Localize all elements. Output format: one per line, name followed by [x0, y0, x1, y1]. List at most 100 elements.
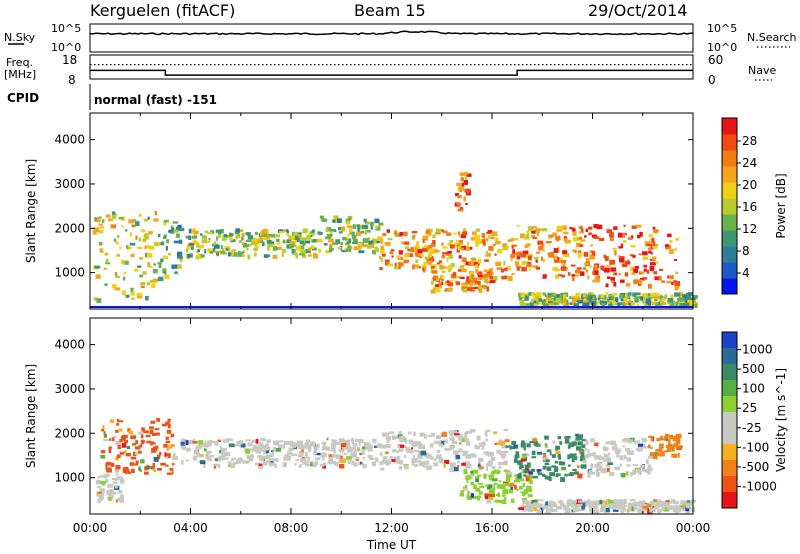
heatmap-cell	[483, 473, 487, 479]
heatmap-cell	[305, 456, 308, 459]
heatmap-cell	[399, 435, 406, 440]
heatmap-cell	[398, 448, 404, 452]
heatmap-cell	[514, 261, 520, 266]
heatmap-cell	[581, 465, 585, 469]
heatmap-cell	[154, 211, 157, 216]
heatmap-cell	[668, 434, 674, 440]
heatmap-cell	[477, 463, 481, 467]
heatmap-cell	[103, 433, 107, 438]
heatmap-cell	[340, 227, 344, 233]
heatmap-cell	[608, 452, 611, 456]
heatmap-cell	[640, 500, 646, 505]
heatmap-cell	[293, 232, 299, 236]
y-axis-label: Slant Range [km]	[24, 364, 38, 468]
heatmap-cell	[556, 445, 561, 450]
heatmap-cell	[215, 236, 218, 241]
heatmap-cell	[383, 459, 390, 462]
heatmap-cell	[381, 253, 386, 257]
heatmap-cell	[455, 193, 459, 197]
heatmap-blob	[497, 224, 586, 282]
heatmap-cell	[577, 434, 583, 438]
heatmap-cell	[463, 196, 467, 202]
heatmap-cell	[158, 233, 161, 238]
heatmap-cell	[104, 283, 108, 286]
heatmap-cell	[559, 441, 563, 445]
heatmap-cell	[214, 441, 219, 446]
heatmap-cell	[119, 438, 123, 443]
heatmap-cell	[362, 456, 366, 460]
heatmap-cell	[286, 239, 292, 244]
heatmap-cell	[482, 447, 485, 450]
heatmap-cell	[429, 258, 435, 262]
heatmap-cell	[556, 257, 560, 262]
heatmap-cell	[661, 298, 666, 301]
heatmap-cell	[449, 244, 455, 249]
heatmap-blob	[459, 468, 533, 505]
heatmap-cell	[440, 265, 445, 269]
heatmap-cell	[166, 447, 169, 451]
heatmap-cell	[289, 244, 295, 248]
heatmap-cell	[232, 252, 238, 257]
heatmap-cell	[654, 276, 659, 281]
heatmap-cell	[647, 464, 652, 468]
heatmap-cell	[279, 231, 285, 234]
heatmap-cell	[593, 224, 599, 228]
heatmap-cell	[315, 443, 320, 448]
heatmap-cell	[411, 442, 417, 447]
heatmap-cell	[630, 471, 633, 477]
heatmap-cell	[380, 245, 384, 250]
heatmap-cell	[651, 237, 655, 242]
heatmap-cell	[537, 240, 544, 245]
heatmap-cell	[575, 242, 582, 248]
heatmap-cell	[221, 452, 227, 457]
heatmap-cell	[220, 446, 223, 450]
heatmap-cell	[410, 247, 415, 253]
heatmap-cell	[640, 296, 644, 301]
heatmap-cell	[542, 258, 545, 263]
heatmap-cell	[627, 237, 633, 240]
heatmap-cell	[325, 236, 332, 240]
heatmap-cell	[555, 473, 559, 478]
heatmap-cell	[106, 468, 112, 473]
heatmap-cell	[634, 296, 639, 300]
heatmap-cell	[115, 440, 121, 446]
nave-label: Nave	[748, 64, 776, 77]
heatmap-cell	[554, 466, 559, 470]
heatmap-cell	[643, 446, 649, 449]
heatmap-cell	[323, 462, 326, 466]
heatmap-cell	[134, 452, 138, 455]
heatmap-cell	[638, 271, 645, 275]
heatmap-cell	[434, 458, 437, 461]
heatmap-cell	[595, 469, 599, 473]
heatmap-cell	[255, 450, 262, 454]
heatmap-cell	[251, 237, 258, 242]
heatmap-cell	[531, 456, 537, 459]
heatmap-cell	[488, 460, 493, 465]
heatmap-cell	[425, 467, 432, 471]
heatmap-cell	[599, 465, 603, 470]
heatmap-cell	[673, 259, 678, 261]
heatmap-cell	[298, 464, 302, 468]
heatmap-cell	[135, 221, 140, 226]
heatmap-cell	[266, 439, 271, 443]
heatmap-cell	[614, 500, 618, 504]
heatmap-cell	[255, 438, 259, 444]
heatmap-cell	[378, 222, 383, 226]
heatmap-cell	[541, 228, 548, 232]
heatmap-cell	[431, 432, 435, 437]
heatmap-cell	[448, 254, 453, 259]
heatmap-cell	[96, 298, 102, 303]
heatmap-cell	[345, 248, 352, 252]
heatmap-cell	[603, 453, 607, 458]
heatmap-cell	[563, 236, 567, 240]
heatmap-cell	[591, 300, 597, 305]
heatmap-cell	[259, 456, 264, 459]
heatmap-cell	[643, 303, 646, 307]
heatmap-cell	[545, 241, 552, 244]
heatmap-cell	[149, 265, 153, 268]
heatmap-cell	[170, 433, 175, 438]
heatmap-cell	[370, 240, 375, 244]
heatmap-cell	[173, 228, 179, 233]
heatmap-cell	[533, 300, 539, 305]
heatmap-cell	[260, 437, 266, 442]
